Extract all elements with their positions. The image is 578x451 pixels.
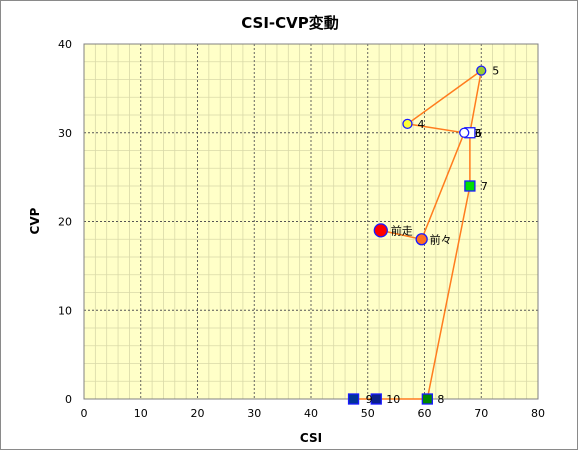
chart-title: CSI-CVP変動 xyxy=(241,14,339,32)
x-tick-label: 30 xyxy=(247,407,261,420)
point-marker xyxy=(402,118,413,130)
x-tick-label: 10 xyxy=(134,407,148,420)
x-tick-label: 70 xyxy=(474,407,488,420)
point-label: 前々 xyxy=(430,232,452,246)
point-marker xyxy=(464,180,476,192)
point-label: 5 xyxy=(492,65,499,78)
point-label: 8 xyxy=(437,393,444,406)
point-marker xyxy=(421,393,433,405)
y-tick-label: 40 xyxy=(58,38,72,51)
point-marker xyxy=(476,65,487,76)
point-label: 7 xyxy=(481,180,488,193)
point-label: 6 xyxy=(475,127,482,140)
point-marker xyxy=(347,393,360,405)
point-label: 前走 xyxy=(391,223,413,237)
point-marker xyxy=(459,127,470,138)
point-marker xyxy=(373,223,388,238)
plot-border xyxy=(83,43,539,400)
point-label: 3 xyxy=(474,127,481,140)
point-label: 4 xyxy=(417,118,424,131)
point-label: 10 xyxy=(386,393,400,406)
y-tick-label: 10 xyxy=(58,304,72,317)
y-tick-label: 20 xyxy=(58,216,72,229)
point-label: 9 xyxy=(366,393,373,406)
x-tick-label: 80 xyxy=(531,407,545,420)
y-tick-label: 0 xyxy=(65,393,72,406)
x-tick-label: 0 xyxy=(81,407,88,420)
y-axis-label: CVP xyxy=(28,207,42,234)
series-line xyxy=(353,68,483,400)
x-tick-label: 60 xyxy=(418,407,432,420)
x-tick-label: 50 xyxy=(361,407,375,420)
point-marker xyxy=(370,393,382,405)
x-axis-label: CSI xyxy=(300,431,322,445)
point-marker xyxy=(415,233,428,246)
x-tick-label: 20 xyxy=(191,407,205,420)
x-tick-label: 40 xyxy=(304,407,318,420)
y-tick-label: 30 xyxy=(58,127,72,140)
